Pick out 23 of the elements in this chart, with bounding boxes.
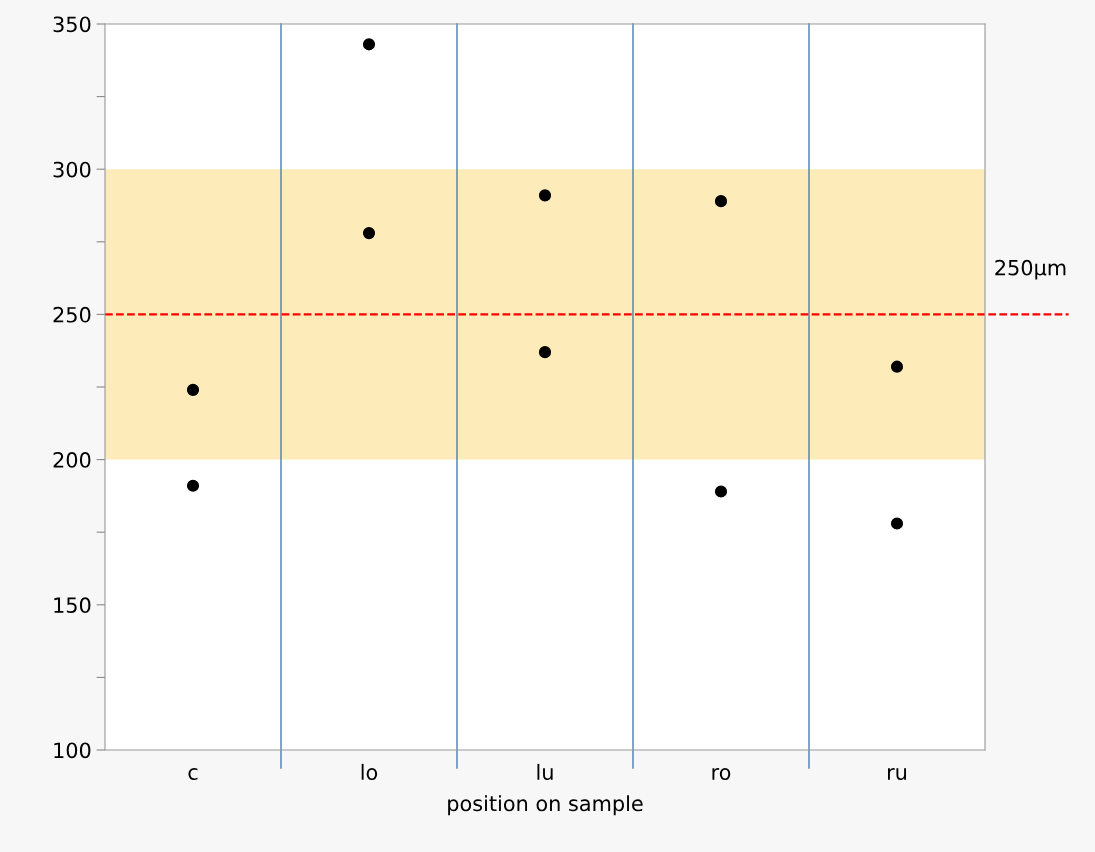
y-tick-label: 250 — [53, 306, 91, 323]
ref-line-label: 250µm — [995, 259, 1066, 280]
x-tick-label: lu — [537, 763, 553, 781]
x-tick-label: ru — [888, 768, 906, 781]
y-tick-label: 200 — [53, 452, 91, 468]
point — [362, 227, 376, 240]
y-tick-label: 100 — [54, 742, 91, 759]
x-axis-title: position on sample — [448, 795, 643, 816]
y-tick-label: 150 — [54, 597, 91, 614]
point — [362, 38, 376, 51]
x-tick-label: lo — [361, 763, 378, 781]
point — [538, 189, 552, 202]
point — [186, 383, 200, 396]
point — [890, 360, 904, 373]
y-tick-label: 300 — [53, 161, 91, 178]
x-tick-label: c — [188, 768, 198, 781]
point — [714, 195, 728, 208]
x-tick-label: ro — [712, 768, 731, 781]
point — [538, 346, 552, 359]
point — [890, 517, 904, 530]
point — [714, 485, 728, 498]
point — [186, 479, 200, 492]
y-tick-label: 350 — [53, 16, 91, 33]
